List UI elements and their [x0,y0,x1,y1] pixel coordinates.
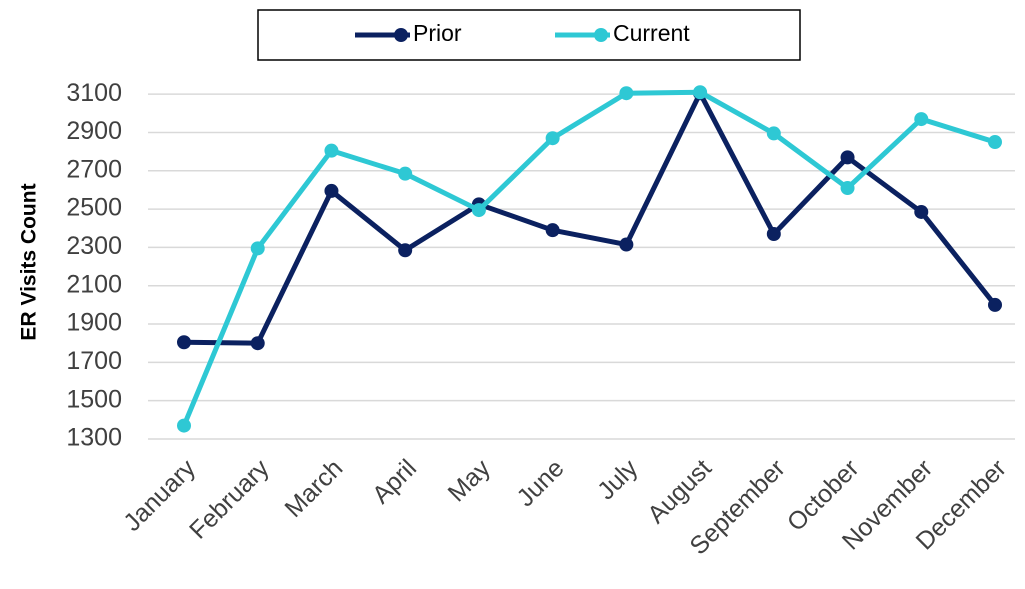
data-point [914,204,929,219]
series-line [183,90,997,346]
legend-label: Prior [413,20,462,46]
data-point [398,243,413,258]
legend-box [257,9,801,61]
data-point [840,150,855,165]
data-point [471,203,486,218]
data-point [988,297,1002,312]
data-point [840,181,855,196]
x-tick-label: April [367,454,422,509]
data-point [398,166,413,181]
y-tick-label: 1900 [66,309,122,337]
data-point [545,223,560,238]
x-tick-label: June [511,454,569,512]
data-point [693,85,708,100]
data-point [177,335,191,350]
data-point [914,112,929,127]
y-tick-label: 1700 [66,347,122,375]
data-point [250,336,265,351]
y-tick-label: 2300 [66,232,122,260]
data-point [766,126,781,141]
x-tick-label: July [592,454,644,506]
data-point [619,237,634,252]
x-tick-label: May [443,454,497,508]
data-point [766,227,781,242]
legend-label: Current [613,20,690,46]
y-tick-label: 1300 [66,424,122,452]
data-point [324,143,339,158]
legend-marker [394,28,408,42]
data-point [545,131,560,146]
data-point [988,135,1002,150]
x-tick-label: August [642,454,717,529]
y-tick-label: 1500 [66,385,122,413]
data-point [177,418,191,433]
y-tick-label: 2500 [66,194,122,222]
y-tick-label: 3100 [66,79,122,107]
x-tick-label: March [279,454,348,523]
data-point [324,183,339,198]
x-tick-label: February [184,454,275,545]
y-tick-label: 2700 [66,155,122,183]
legend-marker [594,28,608,42]
y-tick-label: 2900 [66,117,122,145]
y-tick-label: 2100 [66,270,122,298]
y-axis-label: ER Visits Count [18,183,41,340]
series-line [181,89,996,427]
data-point [250,241,265,256]
data-point [619,86,634,101]
